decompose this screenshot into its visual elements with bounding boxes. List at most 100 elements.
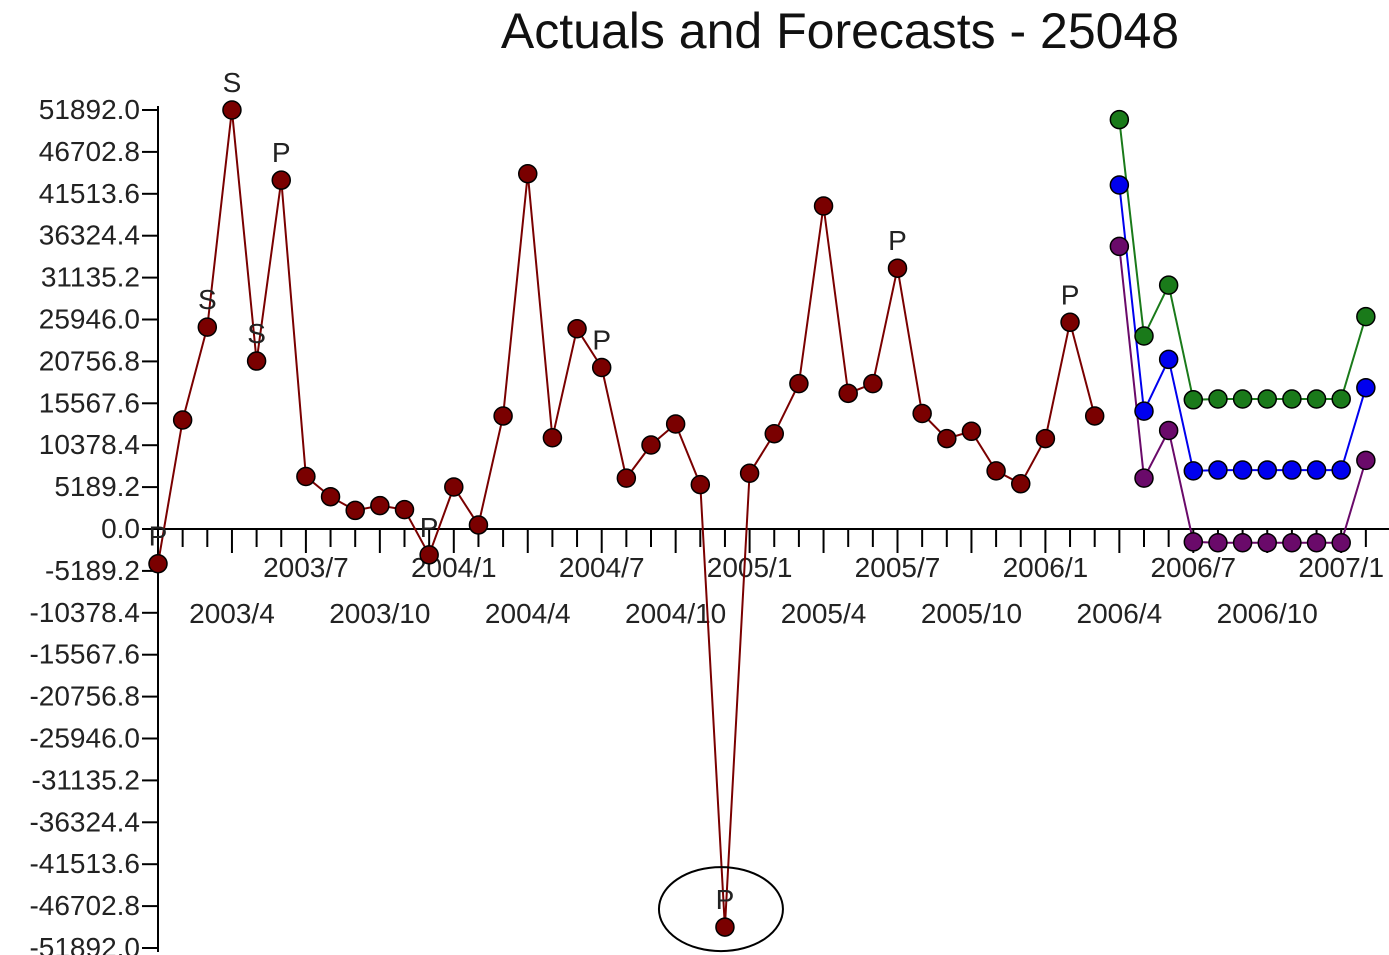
data-point	[616, 468, 637, 488]
data-point	[1282, 389, 1302, 409]
y-tick-label: 31135.2	[41, 262, 140, 293]
data-point	[591, 357, 612, 378]
y-tick-label: 41513.6	[39, 178, 140, 209]
y-tick-label: -25946.0	[29, 723, 140, 754]
data-point	[542, 428, 563, 448]
y-tick-label: 20756.8	[39, 345, 140, 376]
data-point	[197, 317, 218, 337]
data-point	[838, 383, 858, 404]
point-marker-label: P	[420, 512, 439, 543]
data-point	[1257, 532, 1277, 553]
data-point	[789, 373, 809, 394]
data-point	[1331, 460, 1351, 480]
y-tick-label: -20756.8	[29, 681, 140, 712]
x-tick-label: 2006/10	[1217, 598, 1318, 629]
y-tick-label: 5189.2	[54, 471, 140, 502]
x-tick-label: 2006/4	[1077, 598, 1163, 629]
data-point	[1331, 532, 1351, 553]
data-point	[764, 423, 784, 444]
data-point	[1084, 406, 1105, 426]
x-tick-label: 2005/1	[707, 552, 793, 583]
data-point	[320, 486, 341, 507]
data-point	[1257, 460, 1277, 480]
data-point	[1109, 175, 1130, 195]
data-point	[1183, 461, 1204, 481]
data-point	[986, 461, 1006, 481]
point-marker-label: P	[149, 521, 168, 552]
data-point	[813, 196, 834, 216]
data-point	[1011, 474, 1031, 494]
data-point	[444, 477, 464, 497]
data-point	[1158, 420, 1179, 441]
series-line	[157, 109, 1096, 928]
data-point	[148, 553, 168, 574]
data-point	[1208, 532, 1228, 553]
y-tick-label: 51892.0	[39, 94, 140, 125]
data-point	[1158, 349, 1179, 370]
y-tick-label: 10378.4	[39, 429, 140, 460]
point-marker-label: P	[592, 325, 611, 356]
y-tick-label: -15567.6	[29, 639, 140, 670]
data-point	[1331, 389, 1351, 409]
x-tick-label: 2004/4	[485, 598, 571, 629]
data-point	[1356, 306, 1376, 327]
data-point	[1183, 532, 1204, 552]
x-tick-label: 2005/4	[781, 598, 867, 629]
data-point	[1060, 312, 1080, 333]
axes: 51892.0 46702.8 41513.6 36324.4 31135.2 25946…	[29, 94, 1389, 955]
data-point	[1306, 460, 1327, 480]
data-point	[468, 515, 489, 535]
data-point	[1035, 428, 1056, 449]
series-line	[1118, 184, 1367, 472]
x-tick-label: 2007/1	[1298, 552, 1384, 583]
data-point	[271, 170, 291, 190]
x-tick-label: 2006/7	[1150, 552, 1236, 583]
data-point	[567, 319, 587, 339]
y-tick-label: -36324.4	[29, 806, 140, 837]
y-tick-label: 36324.4	[39, 220, 140, 251]
data-point	[1232, 389, 1253, 409]
y-tick-label: -41513.6	[29, 848, 140, 879]
x-tick-label: 2005/7	[855, 552, 941, 583]
data-point	[1232, 532, 1253, 553]
data-point	[1183, 390, 1204, 410]
point-marker-label: P	[272, 137, 291, 168]
y-tick-label: 46702.8	[39, 136, 140, 167]
x-tick-label: 2004/7	[559, 552, 645, 583]
data-point	[641, 435, 661, 455]
data-point	[518, 163, 538, 184]
data-point	[172, 410, 193, 430]
data-point	[493, 406, 513, 426]
data-point	[1356, 377, 1376, 398]
x-tick-label: 2006/1	[1003, 552, 1089, 583]
data-point	[690, 474, 711, 495]
data-point	[222, 100, 242, 120]
point-marker-label: P	[1061, 279, 1080, 310]
data-point	[1109, 109, 1130, 130]
y-tick-label: 15567.6	[39, 387, 140, 418]
point-marker-label: S	[198, 284, 217, 315]
data-point	[739, 463, 760, 484]
x-tick-label: 2004/10	[625, 598, 726, 629]
data-point	[1232, 460, 1253, 480]
data-point	[1306, 532, 1327, 553]
data-point	[887, 258, 908, 278]
point-marker-label: P	[888, 225, 907, 256]
y-tick-label: -10378.4	[29, 597, 140, 628]
data-point	[863, 373, 883, 394]
series-lines	[157, 109, 1367, 928]
point-marker-label: P	[716, 884, 735, 915]
x-tick-label: 2003/4	[189, 598, 275, 629]
data-point	[912, 403, 932, 424]
series-points	[148, 100, 1376, 937]
data-point	[246, 351, 267, 371]
data-point	[1282, 532, 1302, 553]
y-tick-label: 25946.0	[39, 304, 140, 335]
data-point	[370, 495, 390, 516]
data-point	[1306, 389, 1327, 409]
data-point	[937, 428, 957, 449]
data-point	[961, 421, 982, 442]
x-tick-label: 2003/7	[263, 552, 349, 583]
